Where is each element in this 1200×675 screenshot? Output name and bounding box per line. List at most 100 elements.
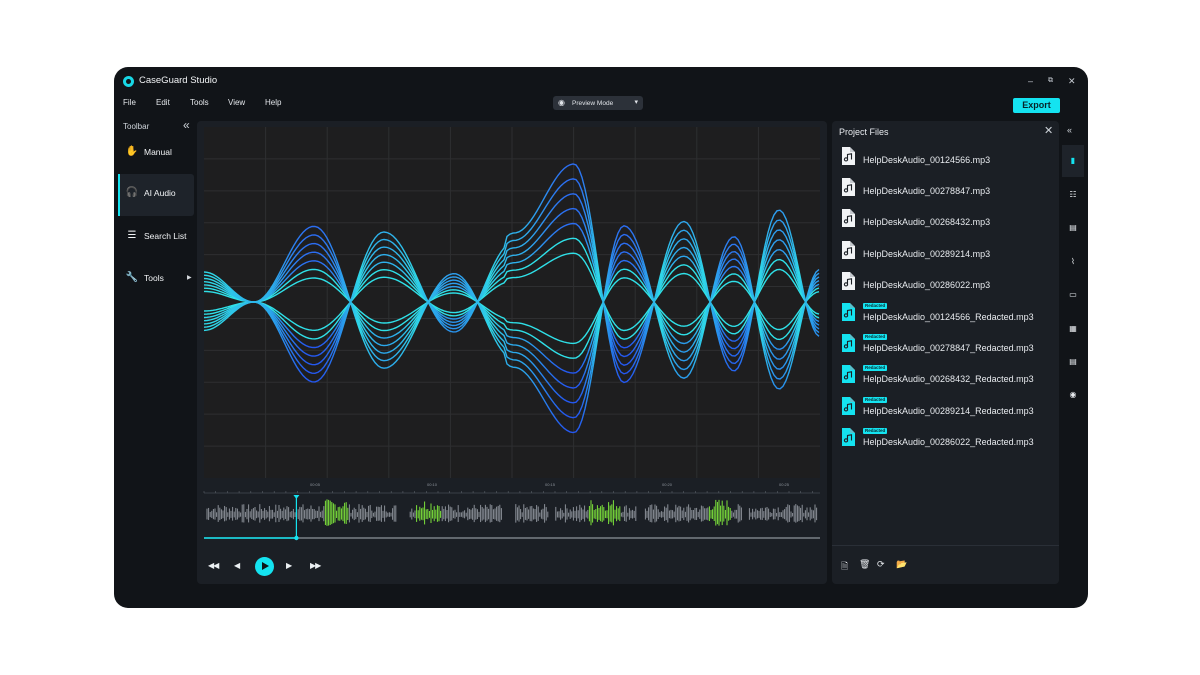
audio-file-icon: [842, 240, 855, 259]
audio-visualization: [203, 127, 820, 478]
wave-line: [203, 242, 820, 404]
file-text-icon[interactable]: ▤: [1069, 357, 1077, 366]
wave-line: [203, 259, 820, 374]
redacted-badge: Redacted: [863, 396, 888, 403]
prev-icon[interactable]: ◀: [234, 561, 240, 570]
wave-line: [203, 268, 820, 359]
headset-icon: 🎧: [125, 187, 139, 198]
collapse-rail-icon[interactable]: «: [1067, 125, 1073, 135]
tool-ai-audio-label: AI Audio: [144, 188, 176, 198]
project-files-panel: Project Files ✕ HelpDeskAudio_00124566.m…: [832, 121, 1059, 584]
scrubber-handle: [294, 535, 299, 541]
tool-ai-audio[interactable]: 🎧 AI Audio: [118, 174, 194, 216]
file-export-icon[interactable]: ▦: [1069, 324, 1077, 333]
audio-file-icon: [842, 427, 855, 446]
file-name: HelpDeskAudio_00278847.mp3: [863, 186, 991, 197]
audio-icon[interactable]: ▮: [1062, 145, 1084, 177]
preview-mode-dropdown[interactable]: ◉ Preview Mode ▾: [553, 96, 643, 110]
file-name: HelpDeskAudio_00278847_Redacted.mp3: [863, 343, 1034, 354]
redacted-file-item[interactable]: Redacted HelpDeskAudio_00124566_Redacted.…: [841, 303, 1056, 327]
eye-icon[interactable]: ◉: [1069, 390, 1077, 399]
project-files-title: Project Files: [839, 127, 889, 137]
tool-search-list[interactable]: ☰ Search List: [118, 217, 194, 259]
waveform-track-svg: [203, 491, 820, 541]
tick-label: 00:25: [779, 482, 790, 487]
tick-label: 00:05: [310, 482, 321, 487]
file-item[interactable]: HelpDeskAudio_00268432.mp3: [841, 209, 1056, 233]
playhead-handle: [293, 495, 300, 499]
wave-line: [203, 251, 820, 389]
media-icon[interactable]: ▭: [1069, 290, 1077, 299]
collapse-toolbar-icon[interactable]: «: [183, 118, 190, 132]
wave-line: [203, 252, 820, 332]
redacted-file-item[interactable]: Redacted HelpDeskAudio_00268432_Redacted.…: [841, 365, 1056, 389]
menu-tools[interactable]: Tools: [190, 98, 209, 107]
tool-manual-label: Manual: [144, 147, 172, 157]
caret-down-icon: ▾: [634, 99, 638, 106]
document-icon[interactable]: ▤: [1069, 223, 1077, 232]
menu-view[interactable]: View: [228, 98, 246, 107]
menu-file[interactable]: File: [123, 98, 136, 107]
submenu-arrow-icon: ▶: [187, 275, 192, 281]
hand-icon: ✋: [125, 146, 139, 157]
redacted-badge: Redacted: [863, 303, 888, 309]
redacted-file-item[interactable]: Redacted HelpDeskAudio_00278847_Redacted.…: [841, 334, 1056, 358]
audio-file-icon: [842, 334, 855, 353]
file-name: HelpDeskAudio_00268432.mp3: [863, 217, 991, 228]
audio-file-icon: [842, 303, 855, 321]
wave-line: [203, 163, 820, 384]
wave-line: [203, 277, 820, 345]
file-name: HelpDeskAudio_00289214.mp3: [863, 248, 991, 259]
file-item[interactable]: HelpDeskAudio_00124566.mp3: [841, 147, 1056, 171]
skip-forward-icon[interactable]: ▶▶: [310, 561, 321, 570]
new-file-icon[interactable]: 🗎: [841, 561, 849, 571]
audio-file-icon: [842, 396, 855, 415]
redacted-badge: Redacted: [863, 427, 888, 434]
file-item[interactable]: HelpDeskAudio_00289214.mp3: [841, 240, 1056, 265]
menu-edit[interactable]: Edit: [156, 98, 170, 107]
redacted-file-item[interactable]: Redacted HelpDeskAudio_00289214_Redacted.…: [841, 396, 1056, 421]
close-window-button[interactable]: ✕: [1068, 76, 1076, 86]
preview-mode-label: Preview Mode: [572, 99, 614, 107]
next-icon[interactable]: ▶: [286, 561, 292, 570]
chart-icon[interactable]: ⌇: [1071, 257, 1075, 266]
file-name: HelpDeskAudio_00286022_Redacted.mp3: [863, 436, 1034, 447]
wave-line: [203, 222, 820, 349]
menu-help[interactable]: Help: [265, 98, 282, 107]
close-panel-icon[interactable]: ✕: [1044, 125, 1054, 137]
wave-line: [203, 193, 820, 366]
checklist-icon[interactable]: ☷: [1069, 190, 1077, 199]
wave-visualization-svg: [203, 127, 820, 478]
toolbar-title: Toolbar: [123, 122, 150, 131]
open-folder-icon[interactable]: 📂: [896, 559, 908, 569]
skip-back-icon[interactable]: ◀◀: [208, 561, 219, 570]
caseguard-logo-icon: [123, 76, 134, 87]
play-icon[interactable]: [255, 557, 274, 576]
export-button[interactable]: Export: [1013, 98, 1060, 113]
app-title: CaseGuard Studio: [139, 75, 218, 86]
tool-search-list-label: Search List: [144, 231, 187, 241]
tick-label: 00:10: [427, 482, 438, 487]
minimize-button[interactable]: –: [1028, 76, 1034, 86]
tool-tools[interactable]: 🔧 Tools ▶: [118, 259, 194, 301]
redacted-file-item[interactable]: Redacted HelpDeskAudio_00286022_Redacted.…: [841, 427, 1056, 452]
menu-bar: File Edit Tools View Help: [114, 95, 1088, 109]
delete-icon[interactable]: 🗑: [859, 559, 871, 569]
file-name: HelpDeskAudio_00286022.mp3: [863, 279, 991, 290]
wave-line: [203, 225, 820, 434]
timeline[interactable]: 00:05 00:10 00:15 00:20 00:25: [197, 479, 827, 542]
file-item[interactable]: HelpDeskAudio_00278847.mp3: [841, 178, 1056, 202]
wrench-icon: 🔧: [125, 272, 139, 283]
restore-button[interactable]: ⧉: [1048, 77, 1053, 84]
main-panel: 00:05 00:10 00:15 00:20 00:25 ◀◀ ◀ ▶ ▶▶: [197, 121, 827, 584]
refresh-icon[interactable]: ⟳: [877, 559, 885, 569]
audio-file-icon: [842, 209, 855, 228]
tool-manual[interactable]: ✋ Manual: [118, 133, 194, 175]
list-search-icon: ☰: [127, 230, 137, 241]
file-item[interactable]: HelpDeskAudio_00286022.mp3: [841, 271, 1056, 296]
eye-icon: ◉: [558, 98, 565, 107]
tick-label: 00:20: [662, 482, 673, 487]
redacted-badge: Redacted: [863, 365, 888, 372]
wave-line: [203, 237, 820, 340]
file-name: HelpDeskAudio_00124566.mp3: [863, 155, 991, 165]
